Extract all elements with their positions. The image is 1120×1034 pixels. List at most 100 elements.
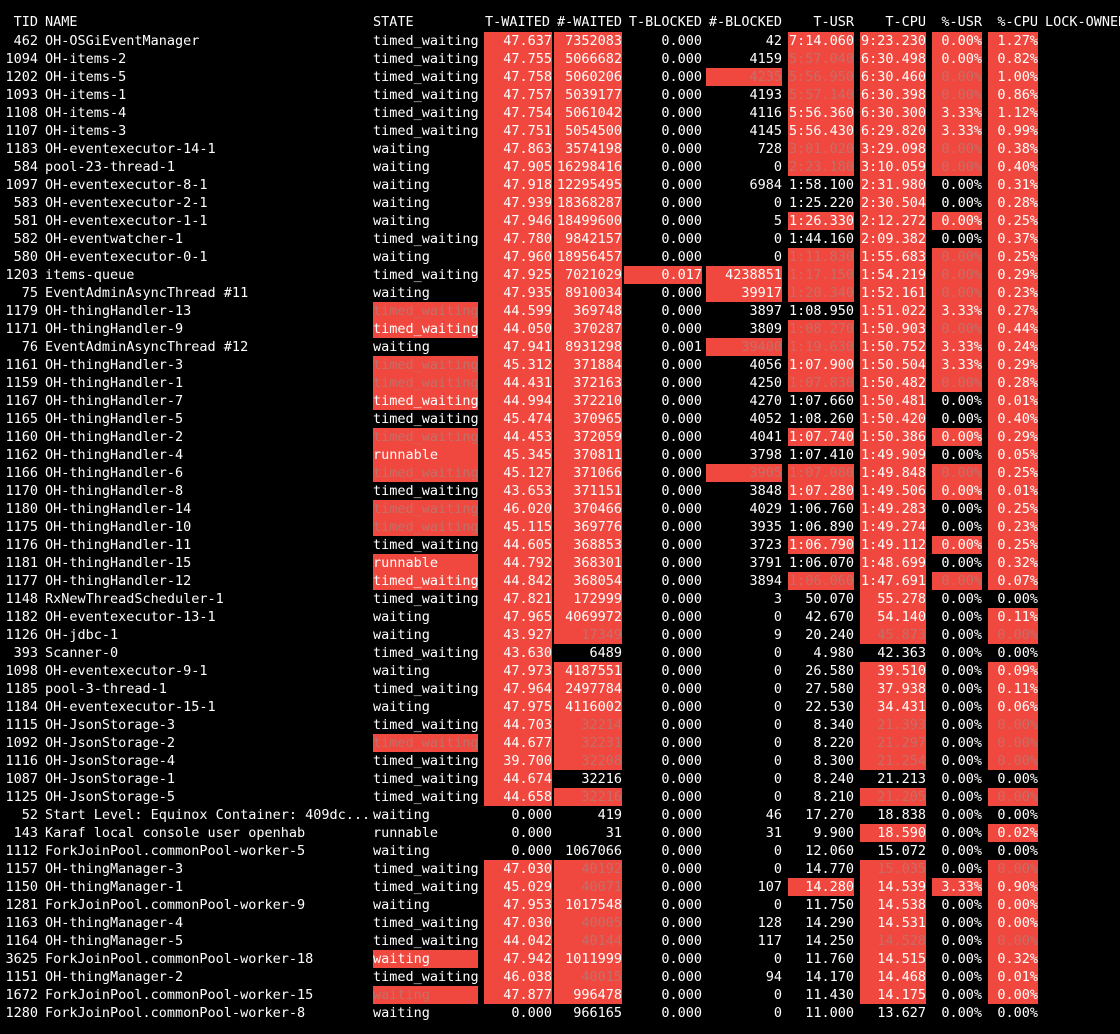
cell-p-cpu: 0.07% [988, 572, 1038, 590]
cell-t-usr: 1:06.070 [788, 555, 854, 571]
cell-n-waited: 4069972 [554, 608, 622, 626]
cell-t-usr: 1:07.900 [788, 356, 854, 374]
cell-n-waited: 371151 [554, 482, 622, 500]
cell-n-waited: 32216 [554, 788, 622, 806]
cell-t-cpu: 1:48.699 [860, 554, 926, 572]
cell-t-usr: 11.750 [805, 897, 854, 913]
cell-p-usr: 0.00% [941, 501, 982, 517]
cell-n-waited: 9842157 [554, 230, 622, 248]
cell-t-waited: 0.000 [511, 807, 552, 823]
cell-state: timed_waiting [373, 645, 478, 661]
cell-t-usr: 1:26.330 [788, 212, 854, 230]
table-row: 1166 OH-thingHandler-6 timed_waiting 45.127… [0, 464, 1120, 482]
cell-state: timed_waiting [373, 69, 478, 85]
cell-n-waited: 16298416 [554, 158, 622, 176]
cell-n-waited: 8910034 [554, 284, 622, 302]
header-tid: TID [13, 14, 38, 30]
cell-p-usr: 0.00% [941, 195, 982, 211]
cell-name: OH-thingHandler-12 [45, 573, 192, 589]
cell-n-waited: 4187551 [554, 662, 622, 680]
cell-n-waited: 1011999 [554, 950, 622, 968]
cell-p-usr: 0.00% [932, 320, 982, 338]
cell-tid: 1281 [5, 897, 38, 913]
table-row: 1203 items-queue timed_waiting 47.925 702102… [0, 266, 1120, 284]
cell-tid: 1179 [5, 303, 38, 319]
cell-state: waiting [373, 807, 430, 823]
cell-t-waited: 44.599 [484, 302, 552, 320]
cell-t-usr: 1:11.830 [788, 248, 854, 266]
cell-t-blocked: 0.000 [661, 393, 702, 409]
cell-name: Karaf local console user openhab [45, 825, 306, 841]
cell-tid: 1125 [5, 789, 38, 805]
cell-tid: 582 [13, 231, 38, 247]
cell-tid: 584 [13, 159, 38, 175]
cell-t-waited: 46.038 [484, 968, 552, 986]
cell-p-cpu: 0.01% [988, 392, 1038, 410]
cell-name: OH-JsonStorage-5 [45, 789, 176, 805]
cell-t-blocked: 0.000 [661, 933, 702, 949]
table-row: 1165 OH-thingHandler-5 timed_waiting 45.474… [0, 410, 1120, 428]
cell-name: OH-thingManager-4 [45, 915, 184, 931]
cell-t-blocked: 0.000 [661, 681, 702, 697]
cell-name: OH-thingHandler-10 [45, 519, 192, 535]
cell-name: OH-eventexecutor-2-1 [45, 195, 208, 211]
cell-state: timed_waiting [373, 861, 478, 877]
cell-p-cpu: 0.05% [988, 446, 1038, 464]
cell-t-usr: 11.760 [805, 951, 854, 967]
cell-p-usr: 0.00% [941, 591, 982, 607]
cell-t-waited: 47.953 [484, 896, 552, 914]
cell-state: waiting [373, 843, 430, 859]
cell-t-blocked: 0.000 [661, 33, 702, 49]
cell-n-waited: 996478 [554, 986, 622, 1004]
cell-tid: 1175 [5, 519, 38, 535]
cell-name: OH-thingHandler-6 [45, 465, 184, 481]
table-row: 462 OH-OSGiEventManager timed_waiting 47.63… [0, 32, 1120, 50]
cell-tid: 1116 [5, 753, 38, 769]
cell-state: timed_waiting [373, 969, 478, 985]
cell-t-usr: 20.240 [805, 627, 854, 643]
cell-n-waited: 1017548 [554, 896, 622, 914]
cell-n-waited: 372059 [554, 428, 622, 446]
cell-p-cpu: 0.32% [988, 950, 1038, 968]
cell-n-blocked: 0 [773, 771, 782, 787]
cell-t-usr: 1:08.260 [788, 411, 854, 427]
cell-t-usr: 2:23.180 [788, 158, 854, 176]
cell-name: OH-thingHandler-7 [45, 393, 184, 409]
cell-t-cpu: 1:49.274 [860, 518, 926, 536]
cell-t-cpu: 6:30.460 [860, 68, 926, 86]
cell-p-cpu: 1.00% [988, 68, 1038, 86]
cell-n-waited: 8931298 [554, 338, 622, 356]
cell-n-waited: 31 [605, 825, 622, 841]
cell-p-cpu: 0.44% [988, 320, 1038, 338]
cell-n-blocked: 0 [773, 843, 782, 859]
cell-p-usr: 0.00% [941, 807, 982, 823]
cell-t-blocked: 0.000 [661, 951, 702, 967]
cell-p-cpu: 0.25% [988, 464, 1038, 482]
cell-t-blocked: 0.000 [661, 717, 702, 733]
cell-p-cpu: 0.00% [988, 716, 1038, 734]
cell-tid: 76 [21, 339, 38, 355]
cell-n-waited: 18956457 [554, 248, 622, 266]
cell-t-blocked: 0.000 [661, 285, 702, 301]
cell-name: OH-items-2 [45, 51, 127, 67]
cell-t-waited: 44.050 [484, 320, 552, 338]
cell-t-waited: 44.792 [484, 554, 552, 572]
cell-t-blocked: 0.000 [661, 483, 702, 499]
cell-t-waited: 47.973 [484, 662, 552, 680]
cell-n-blocked: 728 [757, 141, 782, 157]
cell-name: items-queue [45, 267, 135, 283]
cell-t-waited: 44.842 [484, 572, 552, 590]
cell-t-blocked: 0.000 [661, 249, 702, 265]
cell-n-blocked: 0 [773, 231, 782, 247]
cell-t-cpu: 6:30.398 [860, 86, 926, 104]
cell-tid: 1181 [5, 555, 38, 571]
cell-state: timed_waiting [373, 518, 478, 536]
cell-t-usr: 14.250 [805, 933, 854, 949]
table-row: 580 OH-eventexecutor-0-1 waiting 47.960 1895… [0, 248, 1120, 266]
cell-p-usr: 0.00% [941, 987, 982, 1003]
cell-name: EventAdminAsyncThread #12 [45, 339, 249, 355]
cell-state: timed_waiting [373, 302, 478, 320]
cell-p-usr: 0.00% [941, 393, 982, 409]
cell-t-cpu: 42.363 [877, 645, 926, 661]
cell-n-blocked: 39917 [706, 284, 782, 302]
